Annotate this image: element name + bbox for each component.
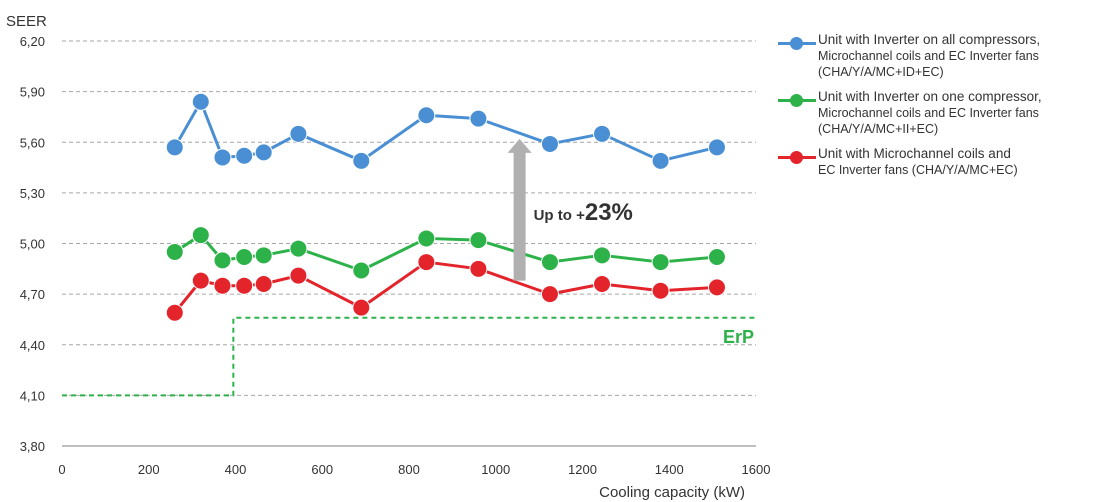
y-tick-labels: 3,80 4,10 4,40 4,70 5,00 5,30 5,60 5,90 6,20 — [20, 34, 45, 454]
data-point — [165, 138, 184, 157]
legend-item-all-inverter: Unit with Inverter on all compressors, M… — [778, 32, 1097, 80]
legend-label: Unit with Inverter on all compressors, M… — [818, 32, 1097, 80]
legend-label-line: Unit with Inverter on all compressors, — [818, 32, 1041, 47]
data-point — [593, 246, 612, 265]
y-tick-label: 3,80 — [20, 439, 45, 454]
data-point — [254, 246, 273, 265]
data-point — [289, 239, 308, 258]
x-tick-label: 1000 — [481, 462, 510, 477]
data-point — [235, 248, 254, 266]
grid-lines — [62, 40, 756, 396]
y-tick-label: 5,90 — [20, 85, 45, 100]
legend-item-one-inverter: Unit with Inverter on one compressor, Mi… — [778, 89, 1097, 137]
legend-item-microchannel: Unit with Microchannel coils and EC Inve… — [778, 146, 1097, 178]
data-point — [707, 138, 726, 157]
y-tick-label: 5,00 — [20, 237, 45, 252]
series-1 — [165, 226, 726, 280]
x-tick-label: 1600 — [742, 462, 771, 477]
data-point — [469, 109, 488, 128]
data-point — [707, 248, 726, 266]
x-tick-labels: 0 200 400 600 800 1000 1200 1400 1600 — [58, 462, 770, 477]
data-point — [707, 278, 726, 297]
data-point — [289, 266, 308, 285]
data-point — [165, 303, 184, 322]
y-axis-title: SEER — [6, 13, 47, 30]
data-point — [254, 275, 273, 293]
legend-swatch-dot — [790, 37, 803, 50]
y-tick-label: 6,20 — [20, 34, 45, 49]
improvement-label: Up to +23% — [534, 199, 633, 226]
legend-swatch-dot — [790, 151, 803, 164]
x-tick-label: 200 — [138, 462, 160, 477]
x-axis-title: Cooling capacity (kW) — [599, 484, 745, 501]
data-point — [352, 298, 371, 317]
legend-label-line: (CHA/Y/A/MC+II+EC) — [818, 122, 939, 136]
data-point — [352, 261, 371, 280]
x-tick-label: 1200 — [568, 462, 597, 477]
data-point — [469, 231, 488, 250]
improvement-value: 23% — [585, 199, 633, 226]
y-tick-label: 4,70 — [20, 287, 45, 302]
legend-label-line: EC Inverter fans (CHA/Y/A/MC+EC) — [818, 163, 1018, 177]
legend: Unit with Inverter on all compressors, M… — [778, 32, 1097, 187]
x-tick-label: 1400 — [655, 462, 684, 477]
data-point — [254, 143, 273, 162]
data-point — [191, 226, 210, 245]
data-point — [540, 285, 559, 304]
data-point — [191, 271, 210, 290]
x-tick-label: 800 — [398, 462, 420, 477]
erp-threshold: ErP — [62, 316, 756, 397]
legend-label-line: Microchannel coils and EC Inverter fans — [818, 49, 1039, 63]
legend-label-line: (CHA/Y/A/MC+ID+EC) — [818, 65, 944, 79]
series-group — [165, 92, 726, 322]
erp-threshold-label: ErP — [723, 327, 754, 347]
y-tick-label: 5,60 — [20, 135, 45, 150]
legend-label-line: Microchannel coils and EC Inverter fans — [818, 106, 1039, 120]
data-point — [352, 151, 371, 170]
data-point — [235, 276, 254, 295]
legend-label: Unit with Inverter on one compressor, Mi… — [818, 89, 1097, 137]
legend-label-line: Unit with Microchannel coils and — [818, 146, 1011, 161]
improvement-prefix: Up to + — [534, 207, 585, 224]
data-point — [593, 275, 612, 293]
improvement-annotation: Up to +23% — [507, 138, 633, 281]
data-point — [289, 124, 308, 143]
data-point — [469, 259, 488, 278]
legend-swatch-dot — [790, 94, 803, 107]
data-point — [213, 276, 232, 295]
series-0 — [165, 92, 726, 170]
up-arrow — [507, 138, 532, 281]
series-2 — [165, 253, 726, 322]
data-point — [540, 134, 559, 153]
legend-label-line: Unit with Inverter on one compressor, — [818, 89, 1042, 104]
x-tick-label: 0 — [58, 462, 65, 477]
y-tick-label: 5,30 — [20, 186, 45, 201]
data-point — [235, 146, 254, 165]
legend-label: Unit with Microchannel coils and EC Inve… — [818, 146, 1097, 178]
data-point — [417, 106, 436, 125]
y-tick-label: 4,10 — [20, 388, 45, 403]
data-point — [417, 229, 436, 248]
data-point — [651, 253, 670, 272]
data-point — [213, 148, 232, 167]
data-point — [213, 251, 232, 270]
data-point — [651, 281, 670, 300]
x-tick-label: 400 — [225, 462, 247, 477]
data-point — [417, 253, 436, 272]
data-point — [593, 124, 612, 143]
data-point — [191, 92, 210, 111]
y-tick-label: 4,40 — [20, 338, 45, 353]
data-point — [540, 253, 559, 272]
x-tick-label: 600 — [311, 462, 333, 477]
data-point — [165, 242, 184, 261]
data-point — [651, 151, 670, 170]
erp-threshold-line — [62, 316, 756, 397]
